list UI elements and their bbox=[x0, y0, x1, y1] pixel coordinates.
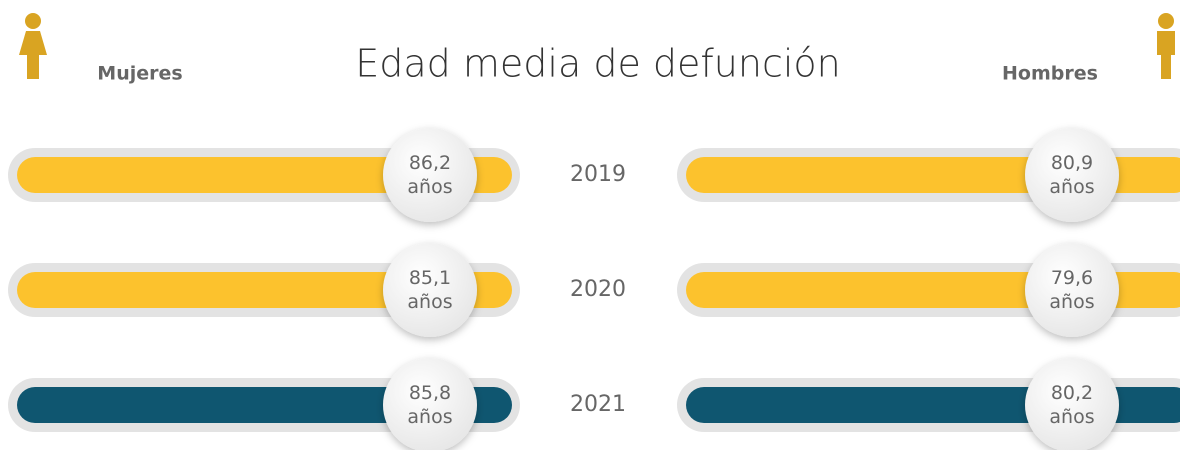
value-label: 85,1 años bbox=[407, 267, 452, 313]
value-bubble bbox=[383, 128, 477, 222]
legend-label: Mujeres bbox=[97, 63, 182, 85]
legend-label: Hombres bbox=[1002, 63, 1098, 85]
value-label: 80,9 años bbox=[1049, 152, 1094, 198]
value-bubble bbox=[1025, 243, 1119, 337]
chart-title: Edad media de defunción bbox=[355, 42, 840, 86]
value-bubble bbox=[383, 358, 477, 450]
value-bubble bbox=[1025, 358, 1119, 450]
category-label: 2020 bbox=[570, 277, 626, 302]
value-label: 79,6 años bbox=[1049, 267, 1094, 313]
category-label: 2019 bbox=[570, 162, 626, 187]
value-label: 80,2 años bbox=[1049, 382, 1094, 428]
value-label: 85,8 años bbox=[407, 382, 452, 428]
male-icon bbox=[1157, 13, 1175, 79]
female-icon bbox=[19, 13, 47, 79]
value-bubble bbox=[383, 243, 477, 337]
value-label: 86,2 años bbox=[407, 152, 452, 198]
value-bubble bbox=[1025, 128, 1119, 222]
category-label: 2021 bbox=[570, 392, 626, 417]
